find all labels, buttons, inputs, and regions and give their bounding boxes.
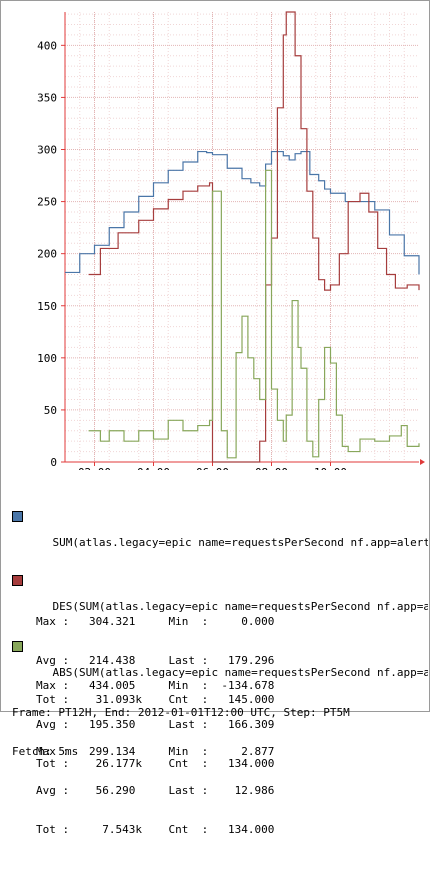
x-tick-label: 06:00 (196, 466, 229, 470)
y-tick-label: 300 (37, 144, 57, 157)
legend-stat-row: Tot : 7.543k Cnt : 134.000 (36, 823, 275, 836)
y-tick-label: 0 (50, 456, 57, 469)
y-tick-label: 150 (37, 300, 57, 313)
frame-info: Frame: PT12H, End: 2012-01-01T12:00 UTC,… (12, 706, 350, 719)
legend-stat-row: Max : 304.321 Min : 0.000 (36, 615, 275, 628)
chart-series (65, 11, 420, 463)
x-tick-label: 08:00 (255, 466, 288, 470)
legend-swatch (12, 575, 23, 586)
y-tick-label: 250 (37, 196, 57, 209)
y-tick-label: 50 (44, 404, 57, 417)
legend-swatch (12, 511, 23, 522)
series-line-2 (88, 11, 420, 463)
legend-stat-row: Max : 434.005 Min : -134.678 (36, 679, 275, 692)
y-tick-label: 350 (37, 91, 57, 104)
x-tick-label: 04:00 (137, 466, 170, 470)
series-line-1 (65, 150, 420, 275)
legend-title: SUM(atlas.legacy=epic name=requestsPerSe… (52, 536, 429, 549)
chart-axes (61, 12, 425, 466)
legend-entry-1: SUM(atlas.legacy=epic name=requestsPerSe… (12, 484, 428, 745)
legend-title: ABS(SUM(atlas.legacy=epic name=requestsP… (52, 666, 429, 679)
legend-title: DES(SUM(atlas.legacy=epic name=requestsP… (52, 600, 429, 613)
legend-stat-row: Tot : 31.093k Cnt : 145.000 (36, 693, 275, 706)
y-tick-label: 400 (37, 39, 57, 52)
legend-swatch (12, 641, 23, 652)
line-chart: 0 50 100 150 200 250 300 350 400 02:00 04:00 06:00 0… (37, 11, 425, 470)
x-tick-label: 10:00 (314, 466, 347, 470)
fetch-info: Fetch: 5ms (12, 745, 79, 758)
series-line-3 (88, 169, 420, 459)
legend-stat-row: Avg : 56.290 Last : 12.986 (36, 784, 275, 797)
legend-stat-row: Avg : 214.438 Last : 179.296 (36, 654, 275, 667)
chart-tick-labels: 0 50 100 150 200 250 300 350 400 02:00 04:00 06:00 0… (37, 39, 347, 470)
x-tick-label: 02:00 (78, 466, 111, 470)
x-axis-arrow (420, 459, 425, 465)
graph-footer: Frame: PT12H, End: 2012-01-01T12:00 UTC,… (12, 680, 350, 771)
y-tick-label: 200 (37, 248, 57, 261)
y-tick-label: 100 (37, 352, 57, 365)
